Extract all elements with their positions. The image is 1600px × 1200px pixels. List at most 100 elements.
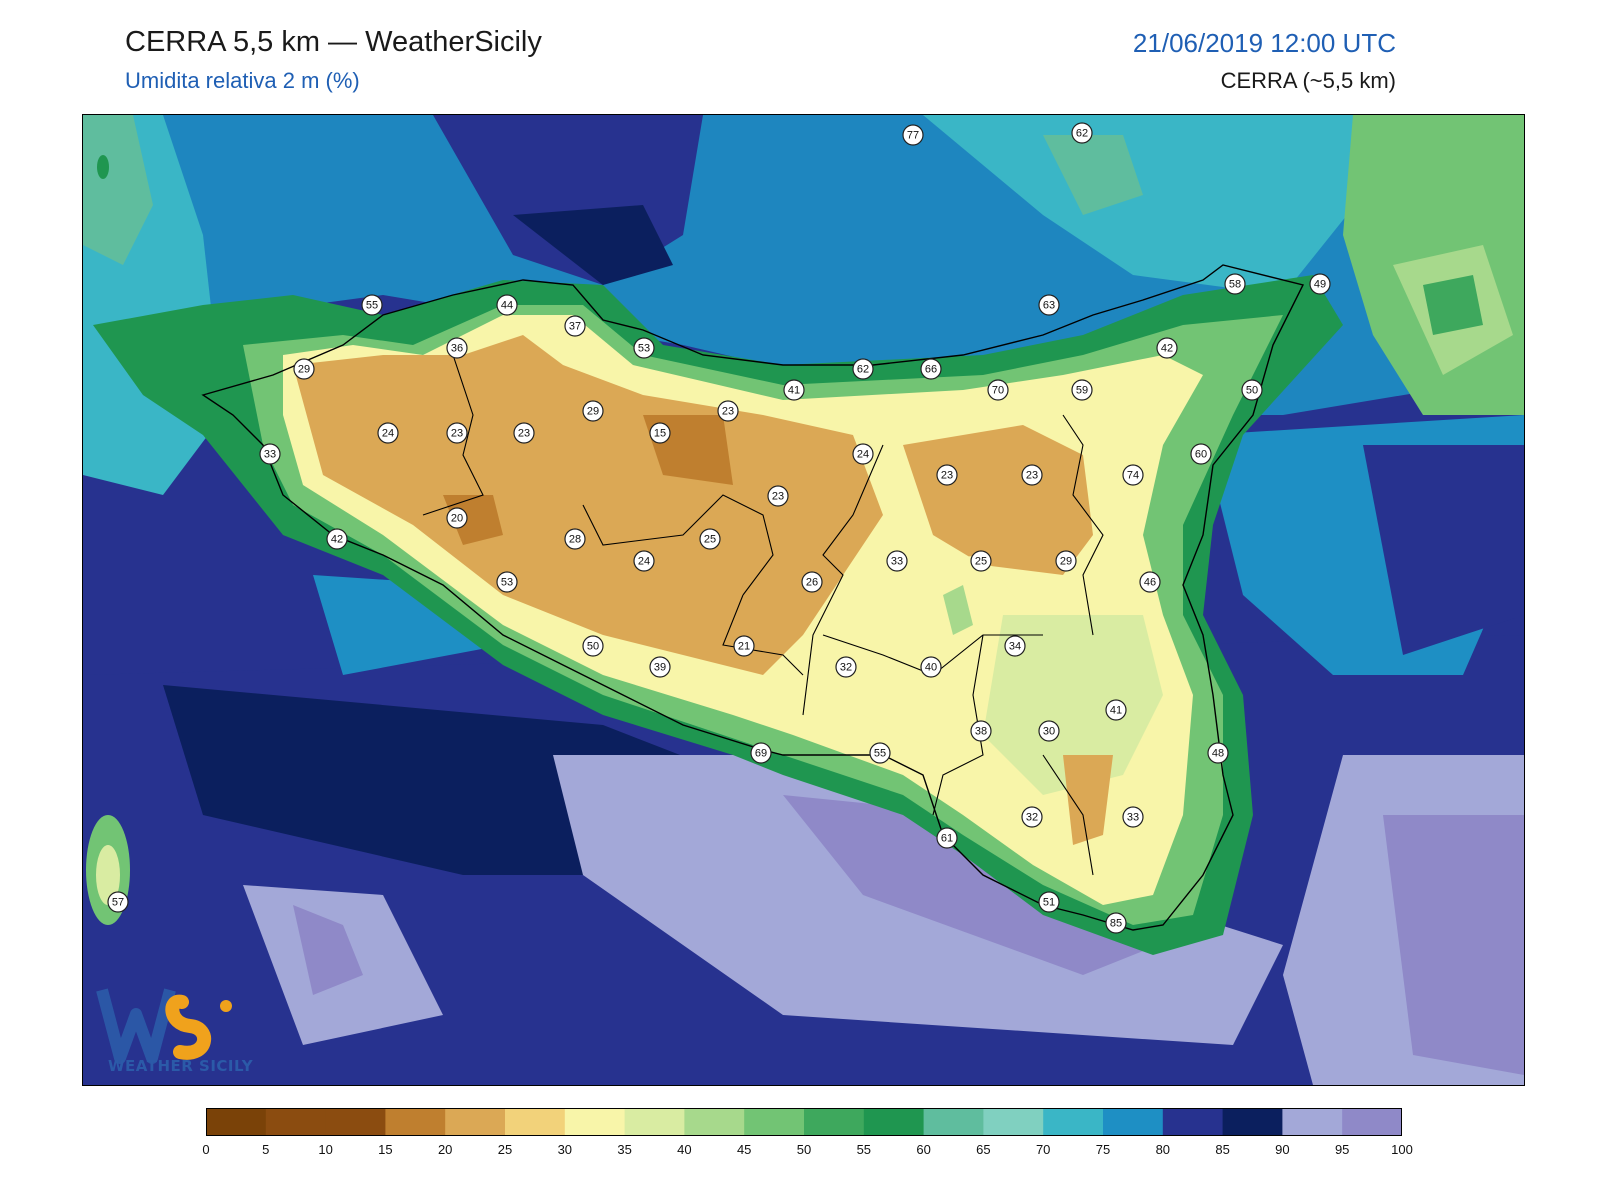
station-value-text: 50 bbox=[587, 641, 599, 653]
sicily-center-green bbox=[943, 585, 973, 635]
station-value-label: 49 bbox=[1309, 273, 1331, 295]
station-value-text: 20 bbox=[451, 513, 463, 525]
station-value-label: 37 bbox=[564, 315, 586, 337]
station-value-text: 57 bbox=[112, 897, 124, 909]
station-value-label: 41 bbox=[783, 379, 805, 401]
station-value-label: 33 bbox=[259, 443, 281, 465]
station-value-text: 26 bbox=[806, 577, 818, 589]
station-value-label: 60 bbox=[1190, 443, 1212, 465]
colorbar-tick-label: 65 bbox=[976, 1142, 991, 1157]
station-value-label: 28 bbox=[564, 528, 586, 550]
station-value-label: 29 bbox=[293, 358, 315, 380]
colorbar-tick-label: 25 bbox=[497, 1142, 513, 1157]
colorbar-tick-label: 70 bbox=[1035, 1142, 1051, 1157]
station-value-label: 61 bbox=[936, 827, 958, 849]
colorbar-swatch bbox=[684, 1108, 745, 1136]
map-subtitle: Umidita relativa 2 m (%) bbox=[125, 68, 360, 93]
colorbar-swatch bbox=[1222, 1108, 1283, 1136]
station-value-text: 61 bbox=[941, 833, 953, 845]
station-value-text: 51 bbox=[1043, 897, 1055, 909]
sea-north-darker bbox=[513, 205, 673, 285]
station-value-label: 24 bbox=[852, 443, 874, 465]
station-value-text: 37 bbox=[569, 321, 581, 333]
colorbar-tick-label: 0 bbox=[202, 1142, 210, 1157]
station-value-label: 23 bbox=[1021, 464, 1043, 486]
station-value-label: 63 bbox=[1038, 294, 1060, 316]
colorbar-tick-label: 50 bbox=[796, 1142, 812, 1157]
station-value-text: 62 bbox=[1076, 128, 1088, 140]
station-value-text: 24 bbox=[857, 449, 869, 461]
station-value-label: 32 bbox=[835, 656, 857, 678]
colorbar-tick-label: 15 bbox=[378, 1142, 393, 1157]
station-value-text: 23 bbox=[451, 428, 463, 440]
station-value-label: 42 bbox=[1156, 337, 1178, 359]
colorbar-swatch bbox=[265, 1108, 327, 1136]
colorbar-tick-label: 60 bbox=[916, 1142, 931, 1157]
station-value-label: 29 bbox=[1055, 550, 1077, 572]
station-value-label: 25 bbox=[699, 528, 721, 550]
colorbar-swatch bbox=[744, 1108, 805, 1136]
station-value-label: 77 bbox=[902, 124, 924, 146]
ustica-island bbox=[97, 155, 109, 179]
station-value-label: 59 bbox=[1071, 379, 1093, 401]
station-value-label: 23 bbox=[936, 464, 958, 486]
forecast-date: 21/06/2019 12:00 UTC bbox=[1132, 28, 1396, 58]
province-border-4 bbox=[802, 444, 884, 716]
sicily-coastline bbox=[201, 264, 1305, 931]
station-value-label: 50 bbox=[582, 635, 604, 657]
station-value-text: 33 bbox=[264, 449, 276, 461]
sicily-southeast-dry bbox=[1063, 755, 1113, 845]
colorbar-tick-label: 55 bbox=[856, 1142, 872, 1157]
colorbar-legend bbox=[206, 1108, 1402, 1136]
station-value-text: 40 bbox=[925, 662, 937, 674]
station-value-label: 29 bbox=[582, 400, 604, 422]
station-value-text: 53 bbox=[501, 577, 513, 589]
station-value-text: 85 bbox=[1110, 918, 1122, 930]
colorbar-swatch bbox=[1162, 1108, 1224, 1136]
sea-sw-violet bbox=[293, 905, 363, 995]
model-label: CERRA (~5,5 km) bbox=[1220, 68, 1396, 93]
station-value-label: 39 bbox=[649, 656, 671, 678]
colorbar-tick-label: 85 bbox=[1215, 1142, 1230, 1157]
colorbar-swatch bbox=[923, 1108, 984, 1136]
station-value-text: 66 bbox=[925, 364, 937, 376]
colorbar-swatch bbox=[624, 1108, 685, 1136]
station-value-text: 34 bbox=[1009, 641, 1021, 653]
station-value-label: 23 bbox=[717, 400, 739, 422]
station-value-text: 15 bbox=[654, 428, 666, 440]
station-value-text: 44 bbox=[501, 300, 513, 312]
map-title: CERRA 5,5 km — WeatherSicily bbox=[125, 26, 542, 58]
colorbar-swatch bbox=[804, 1108, 865, 1136]
station-value-text: 21 bbox=[738, 641, 750, 653]
humidity-map[interactable]: 77 62 55 44 37 53 36 29 63 58 49 42 62 66 70 59 41 50 24 23… bbox=[82, 114, 1525, 1086]
station-value-label: 41 bbox=[1105, 699, 1127, 721]
station-value-label: 33 bbox=[1122, 806, 1144, 828]
station-value-text: 41 bbox=[1110, 705, 1122, 717]
sea-west-green bbox=[83, 115, 153, 265]
colorbar-tick-label: 100 bbox=[1391, 1142, 1413, 1157]
station-value-text: 58 bbox=[1229, 279, 1241, 291]
station-labels: 77 62 55 44 37 53 36 29 63 58 49 42 62 66 70 59 41 50 24 23… bbox=[107, 122, 1331, 934]
station-value-text: 23 bbox=[941, 470, 953, 482]
province-border-8 bbox=[1042, 754, 1094, 876]
station-value-label: 50 bbox=[1241, 379, 1263, 401]
station-value-text: 23 bbox=[722, 406, 734, 418]
station-value-text: 23 bbox=[772, 491, 784, 503]
station-value-text: 62 bbox=[857, 364, 869, 376]
station-value-label: 44 bbox=[496, 294, 518, 316]
colorbar-swatch bbox=[564, 1108, 626, 1136]
station-value-text: 23 bbox=[518, 428, 530, 440]
station-value-text: 33 bbox=[891, 556, 903, 568]
station-value-text: 38 bbox=[975, 726, 987, 738]
station-value-label: 55 bbox=[361, 294, 383, 316]
station-value-label: 57 bbox=[107, 891, 129, 913]
station-value-label: 51 bbox=[1038, 891, 1060, 913]
station-value-label: 46 bbox=[1139, 571, 1161, 593]
station-value-text: 53 bbox=[638, 343, 650, 355]
colorbar-tick-label: 45 bbox=[736, 1142, 752, 1157]
calabria-mountain bbox=[1423, 275, 1483, 335]
colorbar-tick-label: 20 bbox=[437, 1142, 453, 1157]
colorbar-swatch bbox=[505, 1108, 566, 1136]
province-border-7 bbox=[932, 634, 984, 816]
station-value-label: 53 bbox=[633, 337, 655, 359]
